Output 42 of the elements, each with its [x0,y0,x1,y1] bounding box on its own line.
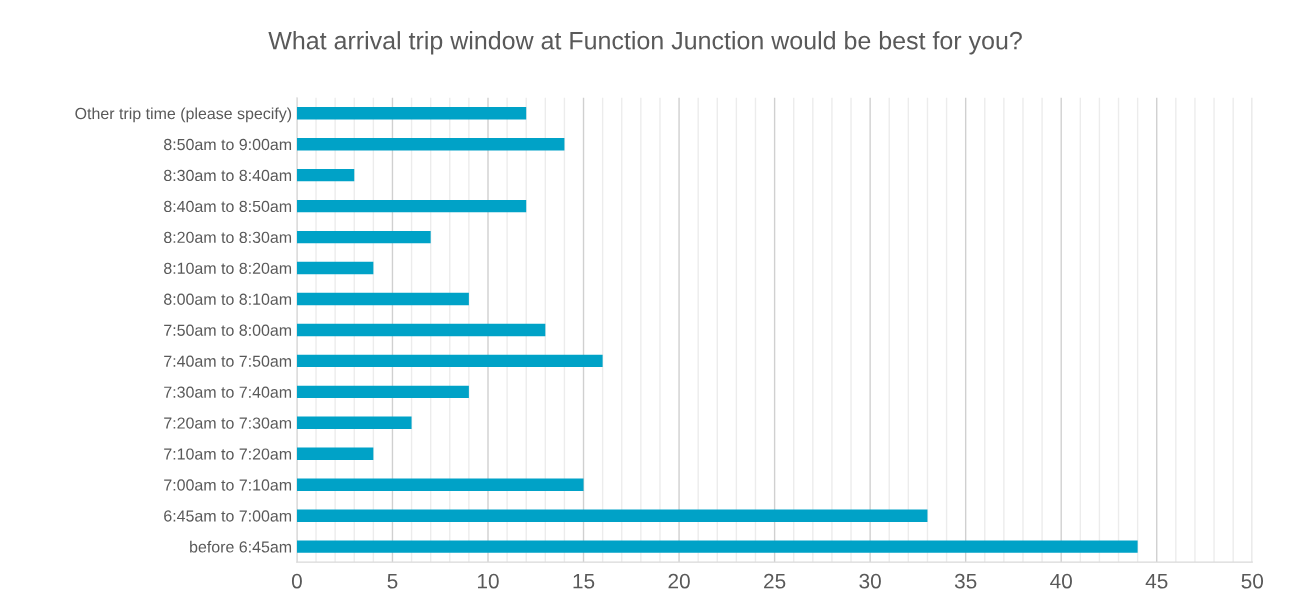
y-tick-label: 8:40am to 8:50am [164,200,292,213]
bar [296,292,469,306]
y-tick-label: 7:10am to 7:20am [164,448,292,460]
bar [296,354,603,368]
x-tick-label: 5 [387,574,398,589]
x-tick-label: 35 [954,573,977,589]
bar [296,107,527,120]
y-tick-label: 8:20am to 8:30am [164,231,292,244]
y-tick-label: 6:45am to 7:00am [164,510,292,522]
y-tick-label: Other trip time (please specify) [75,107,292,123]
bar [296,509,928,522]
y-tick-label: 7:20am to 7:30am [164,417,292,429]
x-tick-label: 50 [1241,573,1264,589]
y-tick-label: 7:50am to 8:00am [164,324,292,336]
bar [296,478,584,491]
bar [296,540,1138,553]
y-tick-label: 8:30am to 8:40am [164,169,292,182]
x-tick-label: 10 [478,573,499,589]
y-tick-label: before 6:45am [190,540,292,553]
y-tick-label: 7:00am to 7:10am [164,479,292,491]
bar [296,138,565,151]
x-tick-label: 25 [764,573,786,589]
y-tick-label: 8:00am to 8:10am [164,293,292,305]
bar [296,447,374,460]
x-tick-label: 15 [573,574,595,589]
y-tick-label: 7:40am to 7:50am [164,355,292,367]
bar [296,230,431,244]
bar [296,323,546,337]
bar [296,416,412,429]
x-tick-label: 30 [859,573,881,589]
y-tick-label: 8:50am to 9:00am [164,138,292,151]
chart-title: What arrival trip window at Function Junction would be best for you? [268,31,1022,55]
bar [296,385,469,399]
x-tick-label: 20 [668,573,690,589]
bar [296,199,527,213]
y-tick-label: 7:30am to 7:40am [164,386,292,398]
x-tick-label: 45 [1145,574,1168,589]
x-tick-label: 40 [1050,573,1072,589]
bar [296,261,374,275]
x-tick-label: 0 [291,573,302,589]
bar [296,168,355,182]
y-tick-label: 8:10am to 8:20am [164,262,292,274]
